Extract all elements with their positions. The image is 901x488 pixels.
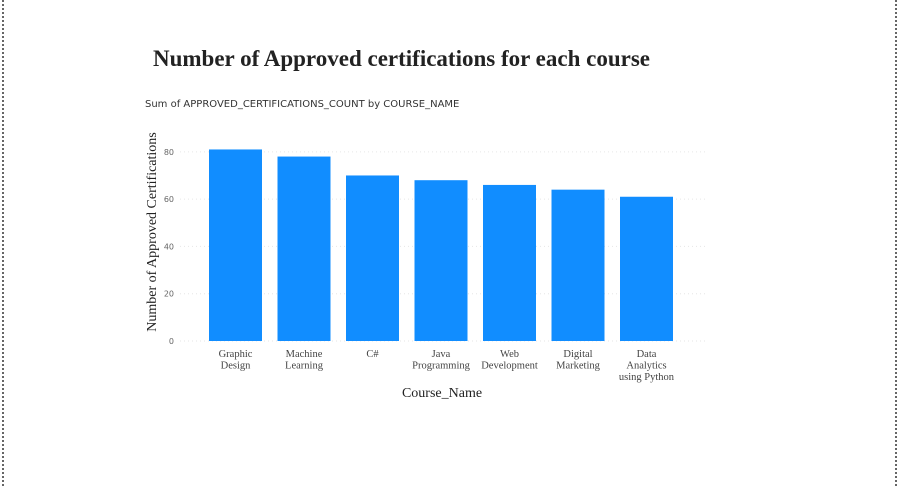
x-tick-label: Graphic Design bbox=[219, 349, 253, 372]
x-tick-label: Web Development bbox=[481, 349, 538, 372]
bar[interactable] bbox=[414, 180, 468, 341]
y-tick-label: 40 bbox=[164, 242, 174, 251]
bar[interactable] bbox=[346, 175, 399, 341]
y-axis-ticks: 0 20 40 60 80 bbox=[164, 148, 174, 346]
x-tick-label: Machine Learning bbox=[285, 349, 324, 372]
x-axis-labels: Graphic Design Machine Learning C# Java Progra… bbox=[219, 349, 675, 383]
x-tick-label: Java Programming bbox=[412, 349, 470, 372]
bar[interactable] bbox=[209, 149, 262, 341]
y-axis-title: Number of Approved Certifications bbox=[145, 132, 160, 331]
x-tick-label: Digital Marketing bbox=[556, 349, 600, 372]
bars bbox=[209, 149, 673, 341]
x-tick-label: Data Analytics using Python bbox=[619, 349, 675, 383]
bar[interactable] bbox=[551, 189, 605, 341]
bar[interactable] bbox=[620, 196, 673, 341]
x-axis-title: Course_Name bbox=[402, 386, 482, 401]
chart-title: Number of Approved certifications for ea… bbox=[153, 46, 650, 71]
bar[interactable] bbox=[483, 184, 536, 341]
y-tick-label: 80 bbox=[164, 148, 174, 157]
y-tick-label: 60 bbox=[164, 195, 174, 204]
y-tick-label: 0 bbox=[169, 337, 174, 346]
chart-subtitle: Sum of APPROVED_CERTIFICATIONS_COUNT by … bbox=[145, 99, 460, 110]
bar[interactable] bbox=[277, 156, 331, 341]
y-tick-label: 20 bbox=[164, 290, 174, 299]
x-tick-label: C# bbox=[366, 349, 379, 360]
